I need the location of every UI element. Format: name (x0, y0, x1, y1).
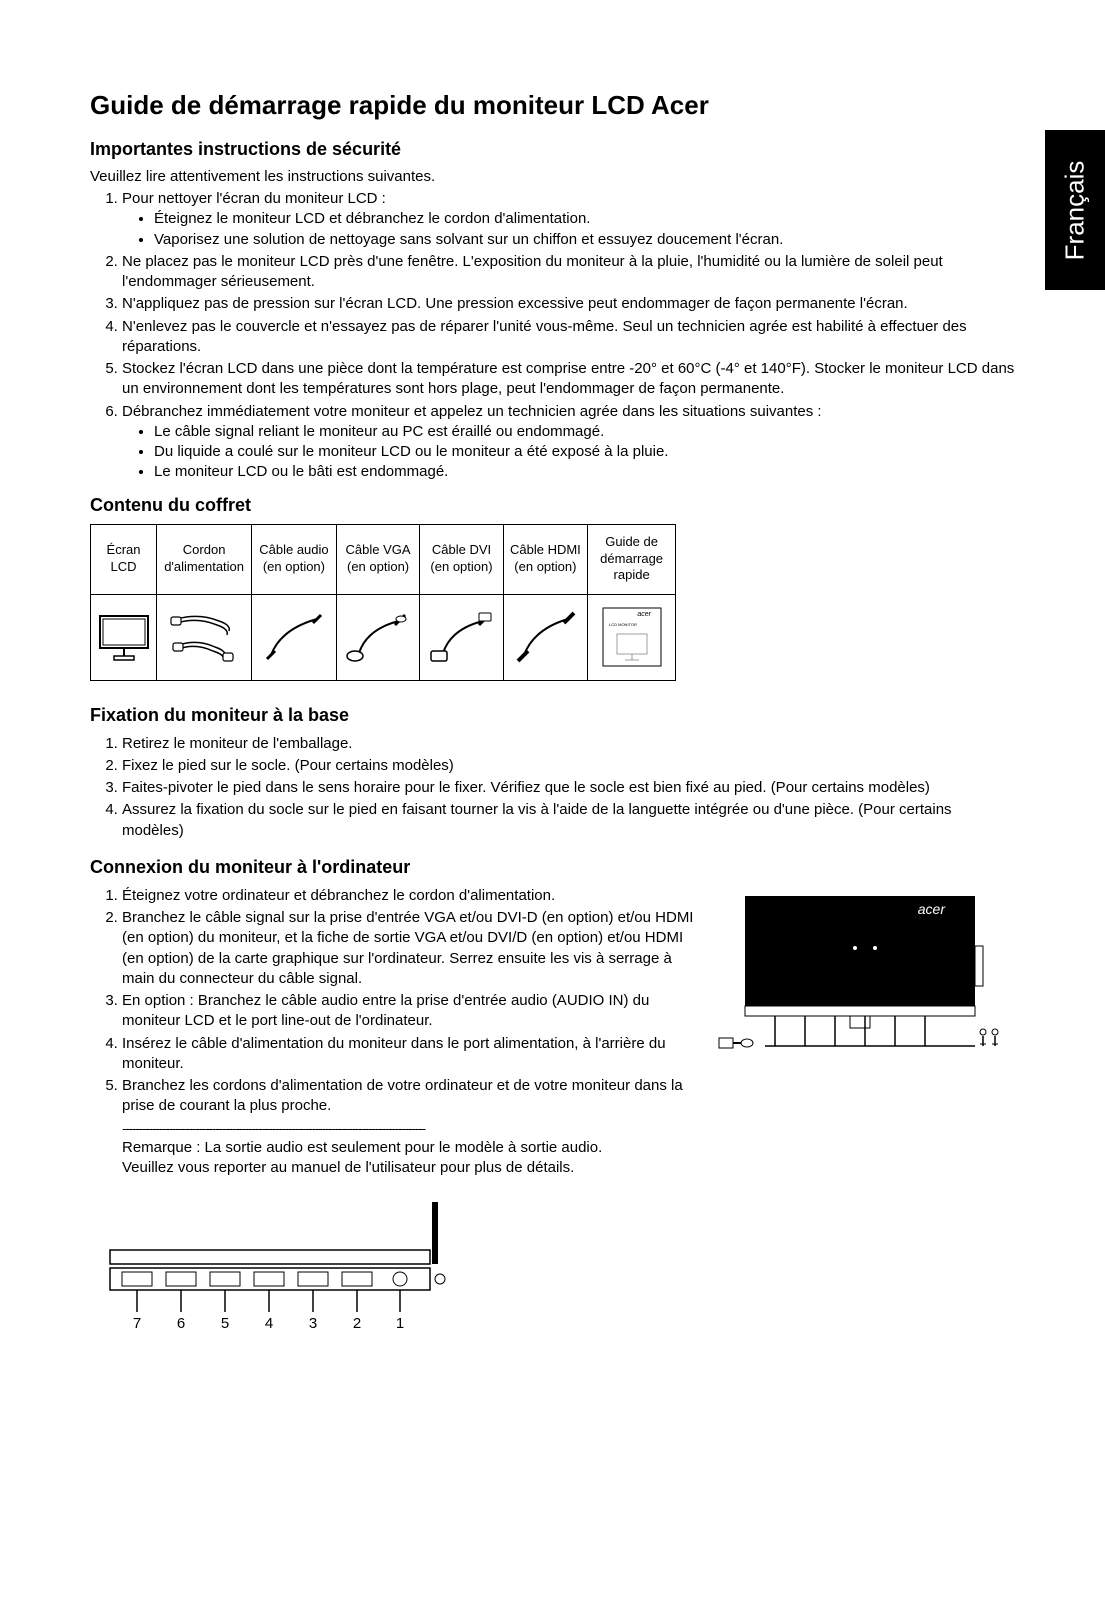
safety-item-text: Débranchez immédiatement votre moniteur … (122, 403, 822, 420)
port-diagram: 7 6 5 4 3 2 1 (100, 1202, 1015, 1347)
monitor-brand-label: acer (918, 901, 947, 917)
safety-sublist: Éteignez le moniteur LCD et débranchez l… (154, 209, 1015, 250)
monitor-icon (96, 612, 152, 662)
safety-intro: Veuillez lire attentivement les instruct… (90, 168, 1015, 185)
safety-item: Stockez l'écran LCD dans une pièce dont … (122, 359, 1015, 400)
port-label: 6 (177, 1315, 185, 1332)
connect-item: Branchez le câble signal sur la prise d'… (122, 908, 695, 989)
booklet-label: LCD MONITOR (609, 622, 637, 627)
port-label: 7 (133, 1315, 141, 1332)
attach-heading: Fixation du moniteur à la base (90, 705, 1015, 726)
safety-subitem: Éteignez le moniteur LCD et débranchez l… (154, 209, 1015, 229)
box-icon-cell (503, 594, 588, 680)
safety-list: Pour nettoyer l'écran du moniteur LCD : … (122, 189, 1015, 483)
hdmi-cable-icon (512, 609, 578, 665)
connect-item: Éteignez votre ordinateur et débranchez … (122, 886, 695, 906)
attach-item: Assurez la fixation du socle sur le pied… (122, 800, 1015, 841)
attach-item: Faites-pivoter le pied dans le sens hora… (122, 778, 1015, 798)
dvi-cable-icon (429, 609, 495, 665)
attach-item: Retirez le moniteur de l'emballage. (122, 734, 1015, 754)
connect-item: Insérez le câble d'alimentation du monit… (122, 1034, 695, 1075)
safety-item: Ne placez pas le moniteur LCD près d'une… (122, 252, 1015, 293)
box-contents-table: Écran LCD Cordon d'alimentation Câble au… (90, 524, 676, 681)
port-label: 1 (396, 1315, 404, 1332)
box-col-header: Câble DVI (en option) (420, 524, 503, 594)
safety-item: Pour nettoyer l'écran du moniteur LCD : … (122, 189, 1015, 250)
connect-steps: Éteignez votre ordinateur et débranchez … (90, 886, 695, 1178)
safety-item: N'enlevez pas le couvercle et n'essayez … (122, 317, 1015, 358)
safety-subitem: Le câble signal reliant le moniteur au P… (154, 422, 1015, 442)
attach-item: Fixez le pied sur le socle. (Pour certai… (122, 756, 1015, 776)
box-icon-cell (157, 594, 252, 680)
box-col-header: Câble HDMI (en option) (503, 524, 588, 594)
port-label: 3 (309, 1315, 317, 1332)
connect-list: Éteignez votre ordinateur et débranchez … (122, 886, 695, 1117)
port-label: 4 (265, 1315, 273, 1332)
safety-subitem: Du liquide a coulé sur le moniteur LCD o… (154, 442, 1015, 462)
page-content: Guide de démarrage rapide du moniteur LC… (0, 0, 1105, 1387)
attach-list: Retirez le moniteur de l'emballage. Fixe… (122, 734, 1015, 841)
box-col-header: Câble audio (en option) (252, 524, 336, 594)
box-icon-cell (420, 594, 503, 680)
power-cord-icon (169, 609, 239, 665)
connect-note: Remarque : La sortie audio est seulement… (122, 1138, 652, 1179)
vga-cable-icon (345, 609, 411, 665)
port-label: 2 (353, 1315, 361, 1332)
box-icon-cell (91, 594, 157, 680)
box-col-header: Câble VGA (en option) (336, 524, 420, 594)
connect-diagram: acer (715, 886, 1015, 1071)
guide-booklet-icon: acer LCD MONITOR (599, 604, 665, 670)
connect-row: Éteignez votre ordinateur et débranchez … (90, 886, 1015, 1178)
page-title: Guide de démarrage rapide du moniteur LC… (90, 90, 1015, 121)
box-icon-cell (336, 594, 420, 680)
safety-item: Débranchez immédiatement votre moniteur … (122, 402, 1015, 483)
connect-item: En option : Branchez le câble audio entr… (122, 991, 695, 1032)
safety-sublist: Le câble signal reliant le moniteur au P… (154, 422, 1015, 483)
safety-subitem: Vaporisez une solution de nettoyage sans… (154, 230, 1015, 250)
port-label: 5 (221, 1315, 229, 1332)
box-col-header: Cordon d'alimentation (157, 524, 252, 594)
connection-diagram-icon: acer (715, 886, 1015, 1066)
box-col-header: Guide de démarrage rapide (588, 524, 676, 594)
box-col-header: Écran LCD (91, 524, 157, 594)
connect-heading: Connexion du moniteur à l'ordinateur (90, 857, 1015, 878)
box-icon-cell: acer LCD MONITOR (588, 594, 676, 680)
box-icon-cell (252, 594, 336, 680)
safety-subitem: Le moniteur LCD ou le bâti est endommagé… (154, 462, 1015, 482)
safety-item: N'appliquez pas de pression sur l'écran … (122, 294, 1015, 314)
port-strip-icon: 7 6 5 4 3 2 1 (100, 1202, 460, 1342)
box-heading: Contenu du coffret (90, 495, 1015, 516)
connect-item: Branchez les cordons d'alimentation de v… (122, 1076, 695, 1117)
safety-item-text: Pour nettoyer l'écran du moniteur LCD : (122, 190, 386, 207)
audio-cable-icon (261, 609, 327, 665)
booklet-brand: acer (637, 611, 651, 618)
safety-heading: Importantes instructions de sécurité (90, 139, 1015, 160)
separator: ----------------------------------------… (122, 1121, 695, 1136)
